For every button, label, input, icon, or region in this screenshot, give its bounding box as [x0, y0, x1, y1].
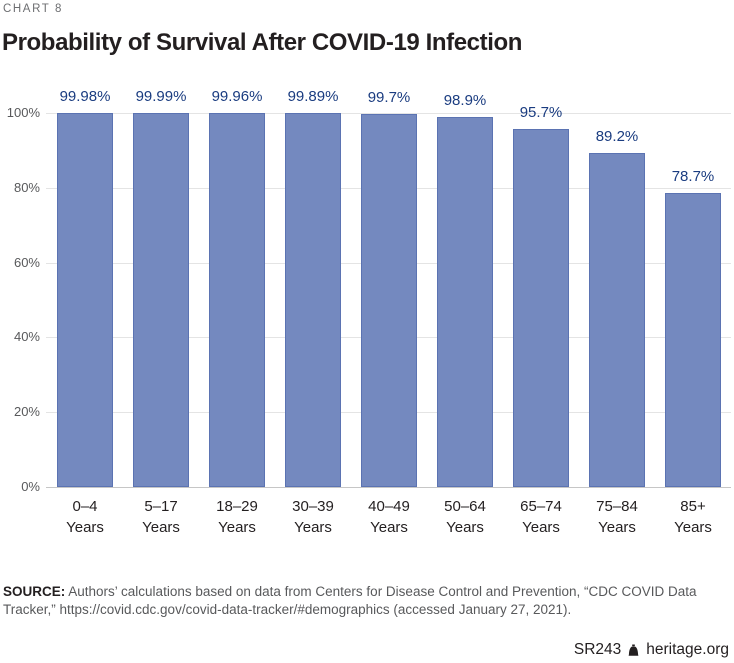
y-tick-label: 0% [21, 479, 40, 494]
x-tick-unit: Years [294, 519, 332, 536]
source-note: SOURCE: Authors’ calculations based on d… [3, 583, 723, 620]
report-id: SR243 [573, 641, 622, 658]
x-tick-label: 85+ Years [655, 496, 731, 538]
x-tick-label: 18–29 Years [199, 496, 275, 538]
bar-value-label: 98.9% [443, 92, 487, 109]
y-tick-label: 60% [13, 255, 40, 270]
bar-value-label: 99.96% [211, 88, 263, 105]
y-tick-label: 100% [6, 105, 40, 120]
x-tick-range: 18–29 [216, 498, 258, 515]
bar-value-label: 99.89% [287, 88, 339, 105]
bar-value-label: 78.7% [671, 168, 715, 185]
bar-value-label: 99.99% [135, 88, 187, 105]
x-tick-label: 40–49 Years [351, 496, 427, 538]
bar [285, 113, 341, 487]
x-tick-unit: Years [446, 519, 484, 536]
bar [209, 113, 265, 487]
heritage-bell-icon [628, 644, 639, 656]
bar-value-label: 95.7% [519, 104, 563, 121]
y-tick-label: 80% [13, 180, 40, 195]
bar [57, 113, 113, 487]
gridline [46, 113, 731, 114]
x-tick-label: 0–4 Years [47, 496, 123, 538]
x-tick-unit: Years [522, 519, 560, 536]
bar-value-label: 99.98% [59, 88, 111, 105]
site-name: heritage.org [646, 641, 729, 658]
x-tick-label: 30–39 Years [275, 496, 351, 538]
bar-value-label: 89.2% [595, 128, 639, 145]
y-tick-label: 40% [13, 329, 40, 344]
x-tick-label: 5–17 Years [123, 496, 199, 538]
x-tick-range: 0–4 [72, 498, 98, 515]
x-tick-range: 65–74 [520, 498, 562, 515]
y-tick-label: 20% [13, 404, 40, 419]
chart-title: Probability of Survival After COVID-19 I… [2, 29, 523, 56]
bar [133, 113, 189, 487]
x-tick-label: 50–64 Years [427, 496, 503, 538]
x-tick-label: 75–84 Years [579, 496, 655, 538]
x-tick-range: 85+ [680, 498, 706, 515]
source-text-line2: Tracker,” https://covid.cdc.gov/covid-da… [3, 602, 572, 617]
x-tick-unit: Years [218, 519, 256, 536]
bar [589, 153, 645, 487]
x-tick-range: 5–17 [144, 498, 178, 515]
source-label: SOURCE: [3, 583, 66, 599]
x-tick-range: 50–64 [444, 498, 486, 515]
x-tick-unit: Years [142, 519, 180, 536]
x-axis-baseline [46, 487, 731, 488]
bar [513, 129, 569, 487]
bar [665, 193, 721, 487]
source-text-line1: Authors’ calculations based on data from… [65, 583, 697, 599]
x-tick-range: 75–84 [596, 498, 638, 515]
x-tick-range: 40–49 [368, 498, 410, 515]
bar [361, 114, 417, 487]
x-tick-unit: Years [674, 519, 712, 536]
x-tick-unit: Years [66, 519, 104, 536]
bar-value-label: 99.7% [367, 89, 411, 106]
x-tick-unit: Years [370, 519, 408, 536]
chart-number-eyebrow: CHART 8 [3, 3, 63, 15]
x-tick-label: 65–74 Years [503, 496, 579, 538]
x-tick-range: 30–39 [292, 498, 334, 515]
page-footer: SR243 heritage.org [574, 641, 729, 659]
x-tick-unit: Years [598, 519, 636, 536]
bar [437, 117, 493, 487]
